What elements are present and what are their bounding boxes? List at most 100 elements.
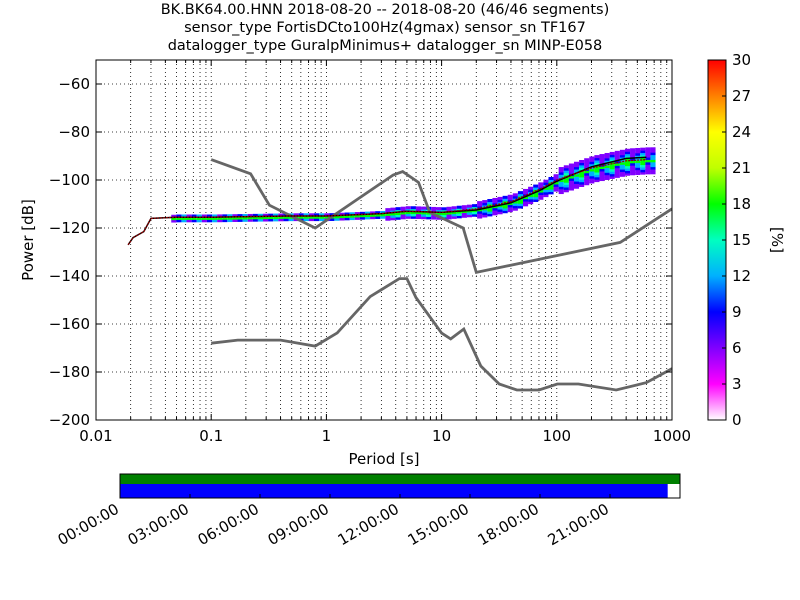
histogram-cell xyxy=(415,213,422,217)
histogram-cell xyxy=(512,193,518,197)
plot-grid xyxy=(96,60,672,420)
histogram-cell xyxy=(548,176,554,180)
histogram-cell xyxy=(517,203,524,207)
histogram-cell xyxy=(609,156,615,160)
histogram-cell xyxy=(171,217,177,221)
histogram-cell xyxy=(354,212,360,216)
x-axis: 0.01 0.1 1 10 100 1000 xyxy=(79,60,691,445)
histogram-cell xyxy=(283,215,289,219)
histogram-cell xyxy=(558,181,564,185)
histogram-cell xyxy=(619,169,625,173)
histogram-cell xyxy=(528,196,534,200)
histogram-cell xyxy=(523,188,529,192)
histogram-cell xyxy=(492,202,498,206)
histogram-cell xyxy=(533,194,539,198)
histogram-cell xyxy=(630,160,636,164)
histogram-cell xyxy=(436,207,442,211)
histogram-cell xyxy=(400,216,406,220)
histogram-cell xyxy=(400,206,406,210)
colorbar-label: [%] xyxy=(768,227,786,253)
histogram-cell xyxy=(497,211,503,215)
histogram-cell xyxy=(385,212,391,216)
histogram-cell xyxy=(487,211,493,215)
histogram-cell xyxy=(446,209,452,213)
histogram-cell xyxy=(252,218,258,222)
chart-title-line-1: BK.BK64.00.HNN 2018-08-20 -- 2018-08-20 … xyxy=(160,2,610,18)
histogram-cell xyxy=(477,213,483,217)
histogram-cell xyxy=(523,191,529,195)
histogram-cell xyxy=(517,191,524,195)
histogram-cell xyxy=(599,154,605,158)
histogram-cell xyxy=(523,203,529,207)
histogram-cell xyxy=(558,186,564,190)
histogram-cell xyxy=(507,197,513,201)
colorbar-tick-label: 30 xyxy=(732,51,751,69)
histogram-cell xyxy=(640,159,646,163)
histogram-cell xyxy=(635,171,641,175)
histogram-cell xyxy=(303,213,309,217)
histogram-cell xyxy=(563,174,569,178)
histogram-cell xyxy=(650,152,656,156)
histogram-cell xyxy=(630,165,636,169)
histogram-cell xyxy=(201,214,207,218)
histogram-cell xyxy=(624,151,631,155)
histogram-cell xyxy=(619,171,625,175)
histogram-cell xyxy=(624,172,631,176)
histogram-cell xyxy=(324,213,330,217)
histogram-cell xyxy=(278,213,284,217)
histogram-cell xyxy=(640,147,646,151)
histogram-cell xyxy=(589,175,595,179)
histogram-cell xyxy=(538,191,544,195)
histogram-cell xyxy=(456,215,462,219)
mode-curve xyxy=(127,158,647,246)
histogram-cell xyxy=(630,150,636,154)
histogram-cell xyxy=(630,167,636,171)
histogram-cell xyxy=(242,218,248,222)
histogram-cell xyxy=(630,148,636,152)
histogram-cell xyxy=(186,216,192,220)
histogram-cell xyxy=(395,209,401,213)
histogram-cell xyxy=(237,216,243,220)
histogram-cell xyxy=(650,166,656,170)
histogram-cell xyxy=(604,167,610,171)
histogram-cell xyxy=(630,169,636,173)
histogram-cell xyxy=(303,215,309,219)
histogram-cell xyxy=(619,152,625,156)
histogram-cell xyxy=(538,194,544,198)
histogram-cell xyxy=(359,214,365,218)
histogram-cell xyxy=(528,201,534,205)
histogram-cell xyxy=(405,215,411,219)
histogram-cell xyxy=(232,216,238,220)
histogram-cell xyxy=(334,217,340,221)
histogram-cell xyxy=(604,169,610,173)
histogram-cell xyxy=(538,182,544,186)
time-tick-label: 03:00:00 xyxy=(125,500,192,549)
histogram-cell xyxy=(375,211,381,215)
histogram-cell xyxy=(650,164,656,168)
histogram-cell xyxy=(609,161,615,165)
histogram-cell xyxy=(186,219,192,223)
histogram-cell xyxy=(461,205,467,209)
histogram-cell xyxy=(609,173,615,177)
histogram-cell xyxy=(400,209,406,213)
histogram-cell xyxy=(456,212,462,216)
histogram-cell xyxy=(436,216,442,220)
histogram-cell xyxy=(415,206,422,210)
histogram-cell xyxy=(196,216,202,220)
histogram-cell xyxy=(533,184,539,188)
histogram-cell xyxy=(212,216,218,220)
histogram-cell xyxy=(599,161,605,165)
histogram-cell xyxy=(635,169,641,173)
histogram-cell xyxy=(441,212,447,216)
y-tick-label: −100 xyxy=(49,171,90,189)
histogram-cell xyxy=(645,149,651,153)
histogram-cell xyxy=(594,157,600,161)
histogram-cell xyxy=(558,169,564,173)
histogram-cell xyxy=(400,211,406,215)
histogram-cell xyxy=(624,160,631,164)
histogram-cell xyxy=(528,193,534,197)
histogram-cell xyxy=(589,168,595,172)
histogram-cell xyxy=(334,215,340,219)
histogram-cell xyxy=(523,193,529,197)
